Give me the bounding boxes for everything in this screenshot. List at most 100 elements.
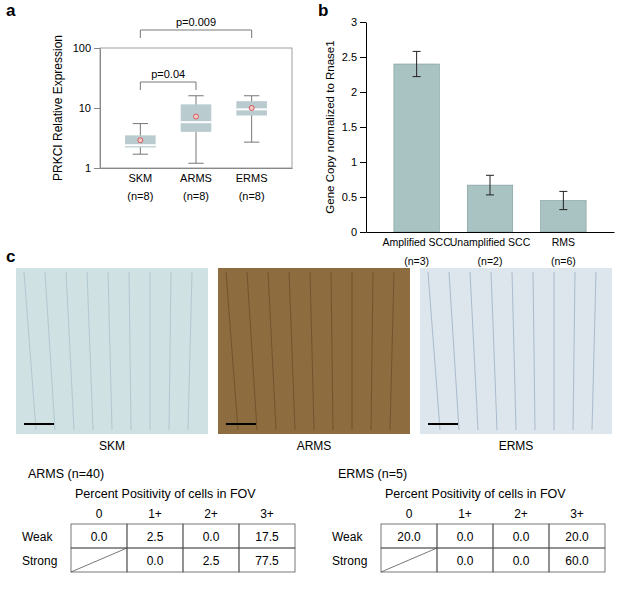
cell [127,548,183,572]
tick: RMS [552,232,575,248]
texture [289,272,295,430]
n-label: (n=8) [239,190,265,202]
texture [129,272,131,430]
cell [493,548,549,572]
texture [108,272,112,430]
error-bar [486,175,494,195]
tick-label: 2 [351,86,357,98]
column-header: 1+ [458,507,472,521]
y-axis-title: Gene Copy normalized to Rnase1 [324,40,336,213]
y-axis-title: PRKCI Relative Expression [51,35,65,181]
scale-bar [24,423,54,425]
cell-value: 0.0 [457,530,474,544]
n-label: (n=8) [183,190,209,202]
n-label: (n=8) [127,190,153,202]
cell [127,524,183,548]
bar [394,64,439,232]
cell-value: 60.0 [565,554,589,568]
cell-value: 0.0 [203,530,220,544]
median [181,121,212,123]
texture [66,272,74,430]
table: ARMS (n=40)Percent Positivity of cells i… [22,467,295,572]
tick-label: 3 [351,16,357,28]
n-label: (n=6) [551,255,576,267]
cell [437,524,493,548]
column-header: 2+ [514,507,528,521]
cell [437,548,493,572]
table-title: ARMS (n=40) [28,467,104,481]
image-label: ARMS [297,439,332,453]
error-bar [413,51,421,76]
row-label: Weak [22,530,53,544]
significance-bracket [140,30,251,38]
panel-b: b 0 0.5 1 1.5 2 2.5 3 Amplified SCCUnamplified S… [318,1,615,267]
column-header: 2+ [204,507,218,521]
box-body [125,135,156,147]
annotation: p=0.009 [176,16,216,28]
whisker-cap [133,123,148,124]
tick-label: 2.5 [342,51,357,63]
image [218,268,410,434]
cell [549,548,605,572]
row-label: Strong [332,554,367,568]
tick: 2.5 [342,51,366,63]
tick-mark [94,108,100,109]
significance-bracket [140,82,196,90]
column-header: 3+ [570,507,584,521]
cell [239,524,295,548]
tick: 2 [351,86,366,98]
tick: 0 [351,226,366,238]
texture [268,272,276,430]
tick-label: 1.5 [342,121,357,133]
whisker-cap [188,163,203,164]
texture [470,272,478,430]
cell [183,524,239,548]
tick: 0.5 [342,191,366,203]
tick-label: ARMS [180,172,212,184]
annotation: p=0.04 [151,68,185,80]
tick-mark [94,168,100,169]
axis-line [367,232,615,233]
row-label: Strong [22,554,57,568]
cell [183,548,239,572]
texture [533,272,535,430]
texture [512,272,516,430]
cell-value: 20.0 [565,530,589,544]
column-header: 0 [96,507,103,521]
whisker-cap [244,95,259,96]
texture [554,272,555,430]
x-axis: SKM ARMS ERMS [101,168,293,184]
texture [150,272,151,430]
image [420,268,612,434]
tick-label: SKM [128,172,152,184]
tick: 1 [351,156,366,168]
micrograph [420,268,612,434]
cell [381,548,437,572]
tick-mark [360,197,366,198]
texture [310,272,314,430]
panel-label: a [6,1,16,20]
tick-label: Unamplified SCC [450,236,531,248]
texture [573,272,575,430]
texture [247,272,257,430]
texture [331,272,333,430]
cell [71,524,127,548]
tick-mark [360,22,366,23]
tick: ERMS [236,168,268,184]
texture [592,272,596,430]
column-header: 0 [406,507,413,521]
axis-line [100,49,101,169]
texture [87,272,93,430]
tick: 100 [73,42,100,54]
y-axis: 110100 [73,42,101,174]
tick: 3 [351,16,366,28]
tick-mark [360,92,366,93]
texture [45,272,55,430]
panel-label: b [318,1,328,20]
axis-line [366,23,367,233]
panel-label: c [6,247,15,266]
mean [194,114,199,119]
tick-label: 1 [351,156,357,168]
tick: Amplified SCC [382,232,451,248]
median [125,144,156,146]
